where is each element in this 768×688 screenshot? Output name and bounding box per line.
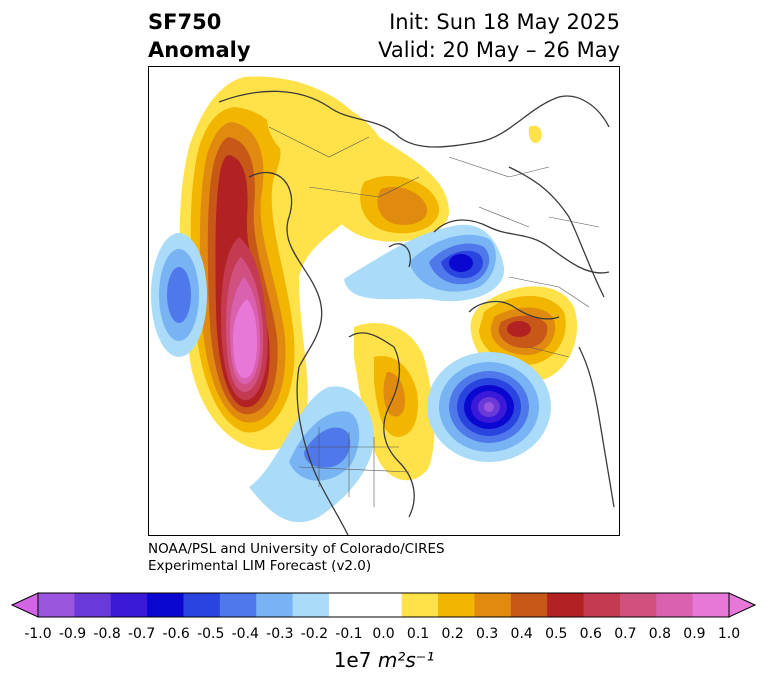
variable-label: SF750	[148, 10, 222, 34]
ural-negative-anomaly	[344, 224, 505, 302]
credit-text: NOAA/PSL and University of Colorado/CIRE…	[148, 541, 445, 575]
colorbar	[10, 592, 757, 618]
western-us-negative-anomaly	[249, 386, 374, 523]
colorbar-tick-label: -0.8	[93, 626, 121, 642]
colorbar-cell	[38, 593, 75, 617]
colorbar-tick-label: 0.8	[648, 626, 672, 642]
eurasia-positive-anomaly	[267, 98, 542, 242]
colorbar-tick-label: 0.6	[579, 626, 602, 642]
colorbar-tick-label: -0.5	[197, 626, 225, 642]
valid-range-label: Valid: 20 May – 26 May	[378, 38, 620, 62]
colorbar-tick-label: 0.2	[441, 626, 464, 642]
colorbar-tick-label: 1.0	[717, 626, 741, 642]
colorbar-cell	[328, 593, 366, 617]
colorbar-cell	[656, 593, 694, 617]
colorbar-cell	[619, 593, 657, 617]
colorbar-tick-label: 0.0	[372, 626, 395, 642]
colorbar-tick-label: 0.5	[545, 626, 568, 642]
atlantic-negative-anomaly	[427, 352, 551, 462]
colorbar-tick-label: 0.7	[614, 626, 637, 642]
units-base: 1e7	[333, 648, 372, 672]
colorbar-tick-label: -0.6	[162, 626, 190, 642]
coastlines	[218, 90, 615, 535]
colorbar-tick-label: -0.4	[231, 626, 259, 642]
colorbar-tick-label: 0.3	[476, 626, 499, 642]
colorbar-tick-label: -1.0	[24, 626, 52, 642]
colorbar-cell	[692, 593, 730, 617]
colorbar-cell	[365, 593, 403, 617]
colorbar-tick-label: -0.7	[127, 626, 156, 642]
credit-line-1: NOAA/PSL and University of Colorado/CIRE…	[148, 541, 445, 557]
anomaly-map	[148, 66, 620, 536]
colorbar-tick-label: 0.1	[406, 626, 430, 642]
colorbar-cell	[474, 593, 512, 617]
anomaly-label: Anomaly	[148, 38, 251, 62]
colorbar-cell	[256, 593, 294, 617]
colorbar-tick-label: 0.9	[683, 626, 706, 642]
colorbar-tick-label: -0.2	[300, 626, 329, 642]
colorbar-cell	[110, 593, 148, 617]
colorbar-cell	[438, 593, 475, 617]
colorbar-cell	[147, 593, 184, 617]
colorbar-over-arrow	[728, 592, 757, 618]
colorbar-tick-label: -0.1	[335, 626, 363, 642]
colorbar-ticks: -1.0 -0.9 -0.8 -0.7 -0.6 -0.5 -0.4 -0.3 -0.2 -0.1…	[0, 626, 768, 646]
colorbar-tick-label: 0.4	[510, 626, 533, 642]
colorbar-under-arrow	[10, 592, 39, 618]
title-left: SF750 Anomaly	[148, 8, 251, 64]
colorbar-cell	[292, 593, 330, 617]
colorbar-cell	[401, 593, 439, 617]
map-canvas	[151, 76, 615, 535]
colorbar-cell	[74, 593, 112, 617]
title-right: Init: Sun 18 May 2025 Valid: 20 May – 26…	[378, 8, 620, 64]
colorbar-cell	[583, 593, 621, 617]
colorbar-cell	[183, 593, 221, 617]
credit-line-2: Experimental LIM Forecast (v2.0)	[148, 558, 372, 574]
colorbar-cell	[219, 593, 257, 617]
colorbar-tick-label: -0.9	[58, 626, 87, 642]
colorbar-units: 1e7 m²s⁻¹	[0, 648, 768, 672]
colorbar-tick-label: -0.3	[266, 626, 294, 642]
units-exponent: m²s⁻¹	[377, 648, 435, 672]
colorbar-cell	[547, 593, 585, 617]
borders	[268, 126, 600, 507]
colorbar-frame	[37, 592, 730, 618]
pacific-negative-anomaly	[151, 233, 207, 357]
colorbar-cell	[510, 593, 548, 617]
init-date-label: Init: Sun 18 May 2025	[389, 10, 620, 34]
